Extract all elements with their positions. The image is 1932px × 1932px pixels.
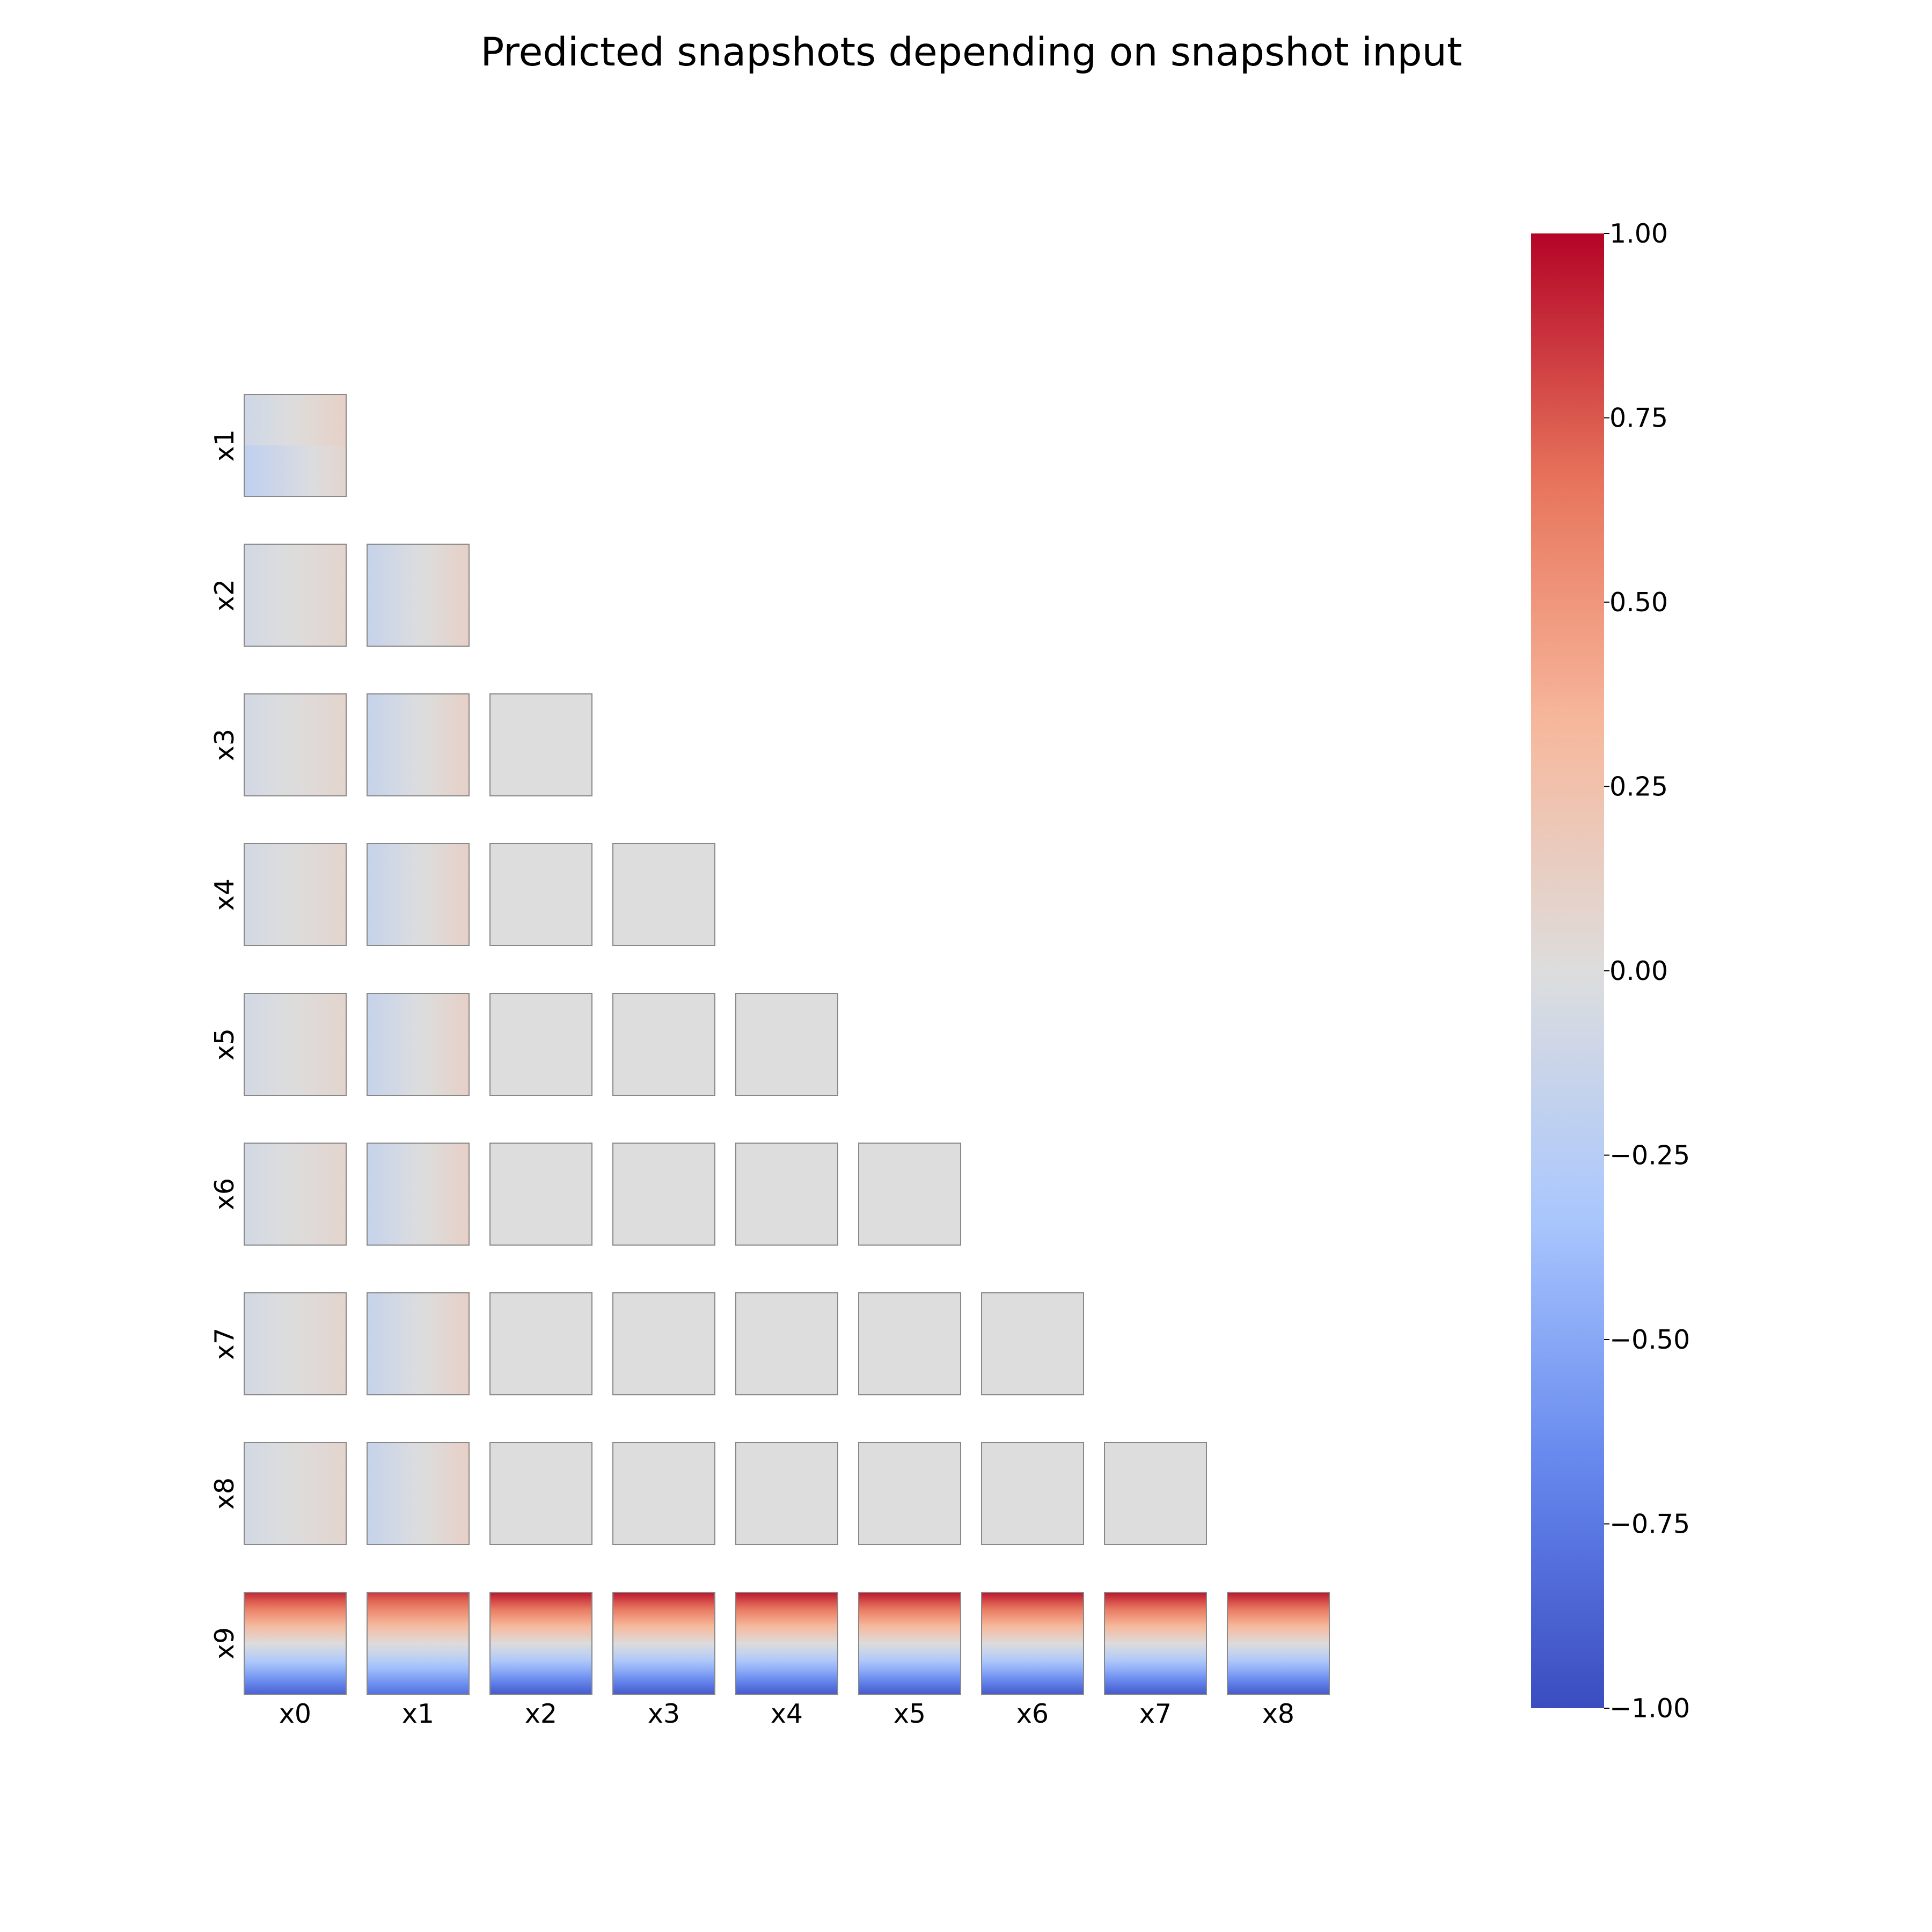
heatmap-panel [735, 1442, 838, 1545]
heatmap-panel [858, 1592, 961, 1695]
col-label: x1 [402, 1699, 434, 1729]
col-label: x8 [1262, 1699, 1294, 1729]
heatmap-panel [612, 1442, 715, 1545]
heatmap-panel [735, 1292, 838, 1395]
heatmap-panel [367, 993, 470, 1096]
col-label: x7 [1139, 1699, 1172, 1729]
heatmap-panel [244, 993, 347, 1096]
heatmap-panel [244, 1143, 347, 1246]
colorbar-tick-label: 0.25 [1609, 772, 1668, 802]
col-label: x6 [1016, 1699, 1049, 1729]
heatmap-panel [244, 843, 347, 946]
row-labels: x1 x2 x3 x4 x5 x6 x7 x8 x9 [209, 429, 240, 1659]
heatmap-panel [735, 1592, 838, 1695]
heatmap-panel [612, 1292, 715, 1395]
heatmap-panel [244, 693, 347, 796]
heatmap-panel [489, 1292, 592, 1395]
heatmap-panel [489, 693, 592, 796]
row-label: x6 [209, 1178, 240, 1210]
col-label: x2 [525, 1699, 557, 1729]
heatmap-panel [367, 1442, 470, 1545]
colorbar-tick-label: −0.25 [1609, 1140, 1690, 1171]
heatmap-panel [367, 1592, 470, 1695]
heatmap-panel [244, 1442, 347, 1545]
heatmap-panel [735, 1143, 838, 1246]
heatmap-panel [244, 1292, 347, 1395]
heatmap-panel [489, 1143, 592, 1246]
heatmap-panel [489, 993, 592, 1096]
col-label: x5 [894, 1699, 926, 1729]
heatmap-panel [1227, 1592, 1330, 1695]
heatmap-panel [981, 1292, 1084, 1395]
row-label: x2 [209, 579, 240, 611]
heatmap-panel [367, 544, 470, 647]
row-label: x3 [209, 729, 240, 761]
row-label: x1 [209, 429, 240, 462]
heatmap-panel [858, 1143, 961, 1246]
heatmap-panel [735, 993, 838, 1096]
col-label: x4 [771, 1699, 803, 1729]
heatmap-panel [244, 394, 347, 497]
heatmap-panel [367, 1292, 470, 1395]
row-label: x8 [209, 1477, 240, 1510]
row-label: x7 [209, 1328, 240, 1360]
row-label: x4 [209, 879, 240, 911]
colorbar-tick-label: 0.00 [1609, 956, 1668, 986]
colorbar-gradient [1531, 233, 1604, 1708]
heatmap-panel [489, 1592, 592, 1695]
panel-grid [244, 394, 1330, 1695]
colorbar-tick-label: 0.50 [1609, 587, 1668, 618]
heatmap-panel [858, 1442, 961, 1545]
chart-title: Predicted snapshots depending on snapsho… [480, 30, 1462, 75]
heatmap-panel [489, 1442, 592, 1545]
colorbar-tick-label: −0.75 [1609, 1509, 1690, 1540]
heatmap-panel [612, 1592, 715, 1695]
colorbar-tick-label: 1.00 [1609, 218, 1668, 249]
heatmap-panel [367, 1143, 470, 1246]
colorbar-tick-label: −0.50 [1609, 1324, 1690, 1355]
heatmap-panel [612, 1143, 715, 1246]
heatmap-panel [1104, 1442, 1207, 1545]
row-label: x9 [209, 1627, 240, 1659]
heatmap-panel [612, 993, 715, 1096]
heatmap-panel [981, 1442, 1084, 1545]
heatmap-panel [367, 843, 470, 946]
heatmap-panel [858, 1292, 961, 1395]
col-labels: x0 x1 x2 x3 x4 x5 x6 x7 x8 [279, 1699, 1294, 1729]
heatmap-panel [981, 1592, 1084, 1695]
colorbar-tick-label: −1.00 [1609, 1693, 1690, 1724]
row-label: x5 [209, 1028, 240, 1060]
heatmap-panel [612, 843, 715, 946]
col-label: x0 [279, 1699, 311, 1729]
heatmap-panel [1104, 1592, 1207, 1695]
colorbar: 1.00 0.75 0.50 0.25 0.00 −0.25 −0.50 −0.75 −1.00 [1531, 218, 1690, 1724]
heatmap-panel [244, 1592, 347, 1695]
colorbar-tick-label: 0.75 [1609, 403, 1668, 434]
heatmap-panel [489, 843, 592, 946]
col-label: x3 [648, 1699, 680, 1729]
heatmap-panel [244, 544, 347, 647]
heatmap-panel [367, 693, 470, 796]
